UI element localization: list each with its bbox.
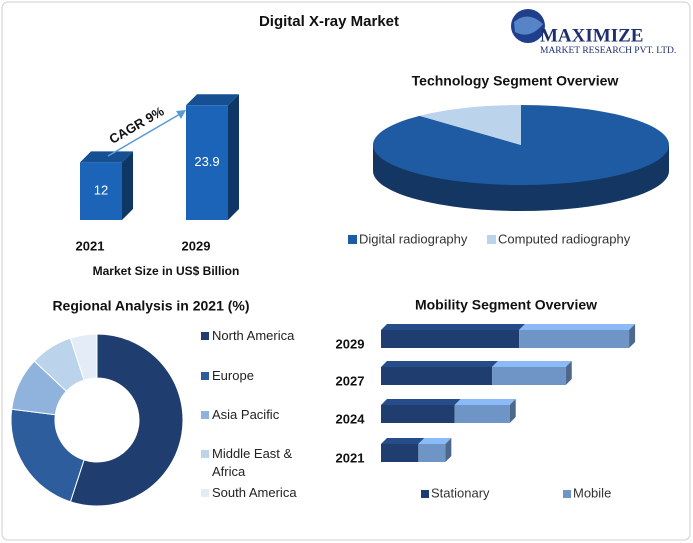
bar-segment (519, 330, 630, 348)
bar-side (509, 399, 516, 423)
chart-title: Mobility Segment Overview (415, 297, 597, 313)
y-tick-label: 2021 (336, 450, 365, 465)
legend-item: Middle East & Africa (212, 446, 293, 479)
bar-segment (381, 405, 455, 423)
legend-swatch (563, 490, 571, 498)
y-tick-label: 2027 (336, 373, 365, 388)
value-label: 12 (94, 183, 108, 198)
legend-label: Mobile (573, 485, 611, 500)
bar-top (381, 324, 526, 330)
bar-top (454, 399, 516, 405)
bar-side (445, 438, 452, 462)
bar-top (492, 361, 572, 367)
chart-title: Regional Analysis in 2021 (%) (52, 298, 249, 314)
y-tick-label: 2024 (336, 411, 366, 426)
bar-segment (381, 367, 493, 385)
bar-side (228, 94, 239, 220)
x-axis-label: Market Size in US$ Billion (93, 264, 240, 278)
legend-label: Digital radiography (359, 231, 468, 246)
bar (80, 162, 122, 220)
chart-title: Digital X-ray Market (259, 13, 399, 30)
donut-slice (10, 408, 85, 503)
legend-swatch (348, 235, 357, 244)
legend-item: Asia Pacific (212, 407, 280, 422)
legend-label: Middle East & Africa (212, 446, 293, 479)
legend-label: Stationary (431, 485, 490, 500)
legend-item: South America (212, 485, 297, 500)
legend-label: South America (212, 485, 297, 500)
legend-label: Asia Pacific (212, 407, 280, 422)
bar (186, 105, 228, 220)
legend-swatch (201, 411, 209, 419)
y-tick-label: 2029 (336, 336, 365, 351)
bar-top (381, 438, 425, 444)
legend-swatch (201, 489, 209, 497)
bar-segment (381, 330, 520, 348)
bar-top (80, 151, 133, 163)
bar-side (565, 361, 572, 385)
bar-top (418, 438, 452, 444)
legend-item: North America (212, 328, 295, 343)
legend-item: Europe (212, 368, 254, 383)
bar-segment (454, 405, 510, 423)
legend-swatch (487, 235, 496, 244)
bar-top (519, 324, 636, 330)
legend-swatch (201, 372, 209, 380)
bar-side (629, 324, 636, 348)
cagr-arrow (107, 113, 181, 157)
legend-swatch (421, 490, 429, 498)
bar-segment (418, 444, 446, 462)
value-label: 23.9 (194, 154, 219, 169)
legend-label: Computed radiography (498, 231, 631, 246)
bar-top (381, 399, 461, 405)
donut-slice (69, 333, 98, 381)
x-tick-label: 2021 (76, 238, 105, 253)
legend-swatch (201, 450, 209, 458)
cagr-arrowhead (176, 110, 186, 119)
bar-top (186, 94, 239, 106)
logo-name: MAXIMIZE (540, 25, 643, 46)
chart-title: Technology Segment Overview (412, 73, 619, 89)
logo-tagline: MARKET RESEARCH PVT. LTD. (540, 46, 676, 56)
pie-slice (419, 105, 521, 145)
legend-swatch (201, 332, 209, 340)
x-tick-label: 2029 (182, 238, 211, 253)
legend-label: North America (212, 328, 295, 343)
bar-side (122, 151, 133, 220)
logo-globe-land (514, 16, 543, 35)
donut-slice (69, 333, 184, 507)
legend-label: Europe (212, 368, 254, 383)
bar-top (381, 361, 499, 367)
bar-segment (492, 367, 566, 385)
bar-segment (381, 444, 419, 462)
